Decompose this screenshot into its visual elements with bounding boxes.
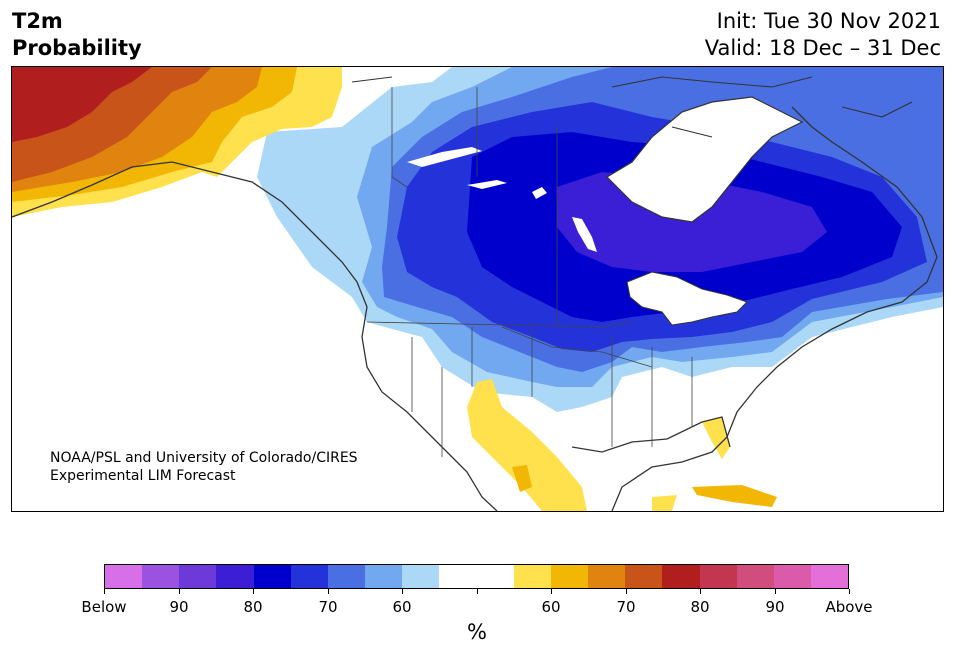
lake-winnipeg xyxy=(572,217,597,252)
colorbar-cell-0 xyxy=(105,565,143,588)
great-lakes xyxy=(626,271,748,326)
credit-text: NOAA/PSL and University of Colorado/CIRE… xyxy=(50,449,358,485)
political-borders xyxy=(366,87,693,457)
colorbar-tick-label: 60 xyxy=(392,598,412,616)
colorbar-tick-label: 80 xyxy=(243,598,263,616)
colorbar-tick-label: 70 xyxy=(318,598,338,616)
colorbar-cell-17 xyxy=(736,565,774,588)
colorbar-cell-19 xyxy=(810,565,849,588)
colorbar-cell-13 xyxy=(588,565,626,588)
valid-date: Valid: 18 Dec – 31 Dec xyxy=(704,36,941,60)
credit-line-2: Experimental LIM Forecast xyxy=(50,468,236,484)
colorbar-cell-3 xyxy=(216,565,254,588)
init-date: Init: Tue 30 Nov 2021 xyxy=(716,9,941,33)
colorbar-cell-8 xyxy=(402,565,440,588)
colorbar-cell-14 xyxy=(625,565,663,588)
colorbar-tick xyxy=(551,589,552,594)
great-bear-lake xyxy=(407,147,482,167)
region-above-50-florida xyxy=(702,417,730,459)
region-above-55-mexico xyxy=(512,465,532,492)
colorbar-tick-label: Below xyxy=(81,598,127,616)
credit-line-1: NOAA/PSL and University of Colorado/CIRE… xyxy=(50,450,358,466)
colorbar-tick xyxy=(775,589,776,594)
colorbar-cell-18 xyxy=(773,565,811,588)
map-title: T2m Probability xyxy=(12,8,142,62)
colorbar-cell-6 xyxy=(327,565,366,588)
colorbar-cell-7 xyxy=(365,565,403,588)
colorbar-cell-2 xyxy=(179,565,217,588)
title-line-2: Probability xyxy=(12,36,142,60)
colorbar-cell-16 xyxy=(699,565,737,588)
colorbar-tick xyxy=(700,589,701,594)
gulf-coastline xyxy=(571,416,731,453)
east-coastline xyxy=(611,106,938,511)
colorbar-cell-15 xyxy=(662,565,700,588)
colorbar-cell-9 xyxy=(439,565,477,588)
colorbar-cell-11 xyxy=(513,565,551,588)
colorbar-tick xyxy=(849,589,850,594)
colorbar-tick xyxy=(626,589,627,594)
colorbar-cell-10 xyxy=(476,565,514,588)
region-above-50-mexico xyxy=(467,379,587,511)
colorbar-unit: % xyxy=(467,620,487,644)
colorbar-cell-1 xyxy=(142,565,180,588)
colorbar-tick-label: 70 xyxy=(616,598,636,616)
lake-athabasca xyxy=(532,187,547,199)
colorbar-cell-4 xyxy=(253,565,291,588)
forecast-dates: Init: Tue 30 Nov 2021 Valid: 18 Dec – 31… xyxy=(705,8,941,62)
colorbar-tick-label: 90 xyxy=(169,598,189,616)
colorbar-cell-5 xyxy=(290,565,328,588)
colorbar-tick xyxy=(402,589,403,594)
colorbar-tick xyxy=(104,589,105,594)
title-line-1: T2m xyxy=(12,9,63,33)
colorbar-tick-label: 80 xyxy=(690,598,710,616)
map-panel: NOAA/PSL and University of Colorado/CIRE… xyxy=(11,66,944,512)
colorbar-tick xyxy=(477,589,478,594)
colorbar-tick-label: 60 xyxy=(541,598,561,616)
great-slave-lake xyxy=(467,180,507,189)
colorbar-tick-label: Above xyxy=(825,598,873,616)
hudson-bay xyxy=(606,96,804,223)
colorbar-tick xyxy=(328,589,329,594)
colorbar-tick xyxy=(179,589,180,594)
colorbar-tick-label: 90 xyxy=(765,598,785,616)
colorbar-tick xyxy=(253,589,254,594)
map-canvas xyxy=(12,67,943,511)
region-above-55-cuba xyxy=(692,485,777,507)
region-above-70 xyxy=(12,67,152,142)
colorbar xyxy=(104,564,849,589)
colorbar-cell-12 xyxy=(550,565,589,588)
region-above-50-caribbean xyxy=(652,495,677,511)
arctic-islands xyxy=(351,76,913,138)
